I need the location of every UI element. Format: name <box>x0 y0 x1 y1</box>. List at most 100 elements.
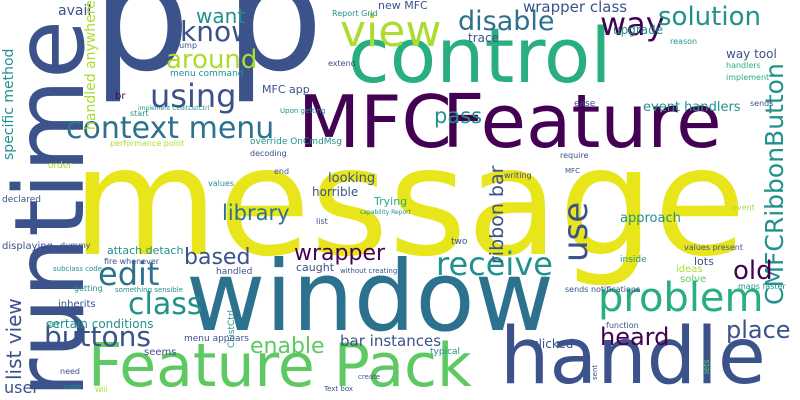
word-use: use <box>556 201 596 262</box>
word-implement: implement <box>726 73 770 82</box>
word-extend: extend <box>328 59 356 68</box>
word-receive: receive <box>436 245 553 283</box>
word-seems: seems <box>144 347 177 358</box>
word-values: values <box>208 179 235 188</box>
word-list: list <box>316 217 328 226</box>
word-list-view: list view <box>2 298 26 380</box>
word-will: Will <box>95 386 108 394</box>
word-solve: solve <box>680 274 707 285</box>
word-feature-pack: Feature Pack <box>88 331 472 400</box>
word-trace: trace <box>468 31 499 45</box>
word-way-tool: way tool <box>726 47 777 61</box>
word-displaying: displaying <box>2 241 53 252</box>
word-wrapper: wrapper <box>294 241 386 266</box>
word-event-handlers: event handlers <box>643 100 741 115</box>
word-net: NET <box>46 321 60 329</box>
word-sends: sends <box>750 99 774 108</box>
word-ease: ease <box>574 99 596 109</box>
word-based: based <box>184 245 251 270</box>
word-specific-method: specific method <box>1 48 17 160</box>
word-menu-appears: menu appears <box>184 334 249 344</box>
word-implement-ceditlistctrl: implement CEditListCtrl <box>138 105 210 112</box>
word-upon-getting: Upon getting <box>280 107 326 115</box>
word-way: way <box>600 5 665 43</box>
word-avail: avail <box>58 3 92 19</box>
word-inside: inside <box>620 255 647 265</box>
word-window: window <box>186 240 555 353</box>
word-approach: approach <box>620 211 681 226</box>
word-around: around <box>166 45 258 75</box>
word-writing: writing <box>504 171 532 180</box>
word-horrible: horrible <box>312 185 359 199</box>
word-pass: pass <box>434 104 483 128</box>
word-performance-point: performance point <box>110 139 185 148</box>
word-order: order <box>48 161 72 171</box>
word-user: user <box>4 378 39 397</box>
word-handled-anywhere: handled anywhere <box>83 0 99 130</box>
word-problem: problem <box>598 275 764 321</box>
word-control: control <box>348 11 612 100</box>
word-event: event <box>732 203 755 212</box>
word-code: code <box>64 383 81 391</box>
word-start: start <box>130 109 149 118</box>
word-enable: enable <box>250 334 325 359</box>
word-mfc-app: MFC app <box>262 83 310 96</box>
word-library: library <box>222 201 290 225</box>
word-mfc: MFC <box>298 80 452 164</box>
word-ribbon-bar: ribbon bar <box>486 165 508 264</box>
word-fire-whenever: fire whenever <box>104 257 160 266</box>
word-override-oncmdmsg: override OnCmdMsg <box>250 137 342 147</box>
word-lets: lets <box>702 359 711 374</box>
word-sent: sent <box>591 364 599 380</box>
word-class: class <box>128 287 203 322</box>
word-ideas: ideas <box>676 264 703 275</box>
word-function: function <box>606 321 639 330</box>
word-need: need <box>60 367 80 376</box>
word-handled: handled <box>216 267 253 277</box>
word-sends-notifications: sends notifications <box>565 285 641 294</box>
word-edit: edit <box>98 255 160 293</box>
word-want: want <box>196 4 246 28</box>
word-typical: typical <box>430 347 461 357</box>
word-place: place <box>726 316 791 344</box>
word-values-present: values present <box>684 243 743 252</box>
word-reason: reason <box>670 37 698 46</box>
word-end: end <box>274 167 290 176</box>
word-new-mfc: new MFC <box>378 0 428 12</box>
word-attach-detach: attach detach <box>107 244 184 257</box>
word-caught: caught <box>296 261 335 274</box>
word-create: create <box>358 373 381 381</box>
word-p: p <box>225 0 324 106</box>
word-dummy: dummy <box>60 241 91 250</box>
word-disable: disable <box>458 6 555 37</box>
word-message: message <box>72 116 747 290</box>
word-report-grid: Report Grid <box>332 9 378 18</box>
word-pump: pump <box>174 41 198 50</box>
word-maps-faster: maps faster <box>738 282 786 291</box>
word-wrapper-class: wrapper class <box>523 0 628 16</box>
word-two: two <box>451 237 468 247</box>
word-buttons: buttons <box>44 320 151 353</box>
word-using: using <box>150 77 237 115</box>
word-decoding: decoding <box>250 149 287 158</box>
word-lots: lots <box>694 255 714 268</box>
word-p: p <box>92 0 191 106</box>
word-clicked: clicked <box>532 337 574 351</box>
word-looking: looking <box>328 171 376 186</box>
word-bar-instances: bar instances <box>340 332 442 350</box>
word-capability-report: capability Report <box>360 209 411 216</box>
word-br: br <box>115 91 126 102</box>
word-text-box: Text box <box>324 385 354 393</box>
word-know: know <box>180 15 254 48</box>
word-context-menu: context menu <box>66 111 275 146</box>
word-heard: heard <box>600 323 670 351</box>
word-handle: handle <box>500 312 766 400</box>
word-view: view <box>340 6 442 57</box>
word-mfc: MFC <box>565 167 580 175</box>
word-require: require <box>560 151 589 160</box>
word-upgrade: upgrade <box>613 23 664 37</box>
word-something-sensible: something sensible <box>115 286 183 294</box>
word-feature: Feature <box>442 79 722 165</box>
word-inherits: inherits <box>58 299 96 310</box>
